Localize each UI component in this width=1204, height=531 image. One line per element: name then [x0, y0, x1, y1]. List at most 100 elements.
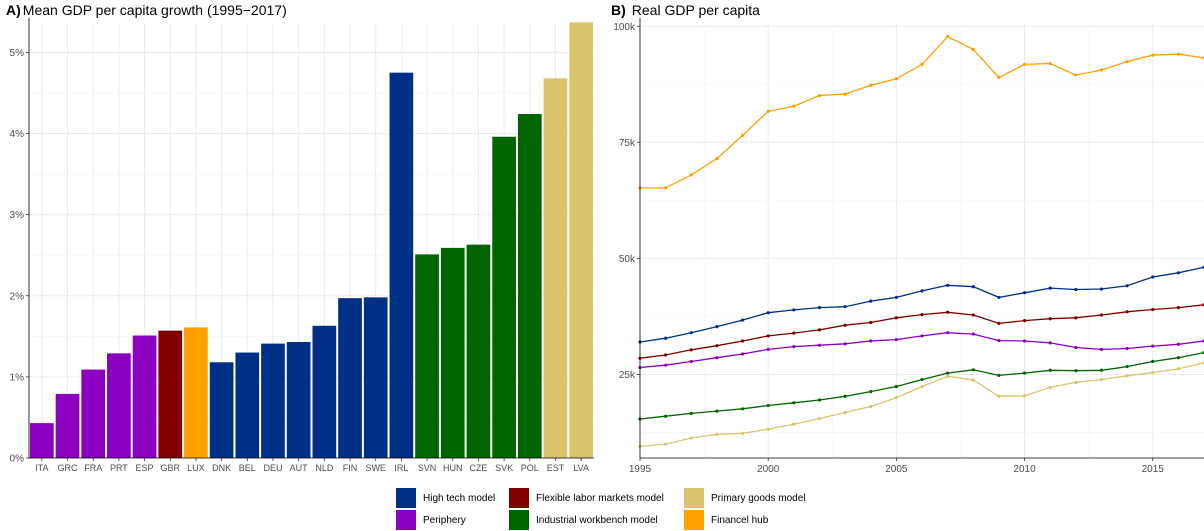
- series-point-high-tech-model: [1176, 271, 1180, 275]
- series-point-high-tech-model: [920, 289, 924, 293]
- series-point-high-tech-model: [1048, 286, 1052, 290]
- bar-aut: [286, 341, 311, 458]
- bar-fra: [81, 369, 106, 458]
- series-point-high-tech-model: [664, 336, 668, 340]
- bar-grc: [55, 393, 80, 458]
- series-point-periphery: [766, 347, 770, 351]
- series-point-financel-hub: [1151, 53, 1155, 57]
- series-point-primary-goods-model: [817, 416, 822, 421]
- bar-fin: [338, 298, 362, 458]
- x-tick-label-hun: HUN: [443, 463, 463, 473]
- series-point-industrial-workbench-model: [894, 384, 898, 389]
- series-point-financel-hub: [869, 83, 873, 87]
- bar-chart-y-ticks: 0% 1% 2% 3% 4% 5%: [10, 48, 29, 465]
- series-point-primary-goods-model: [1099, 377, 1104, 382]
- legend-label-financial-hub: Financel hub: [711, 514, 769, 526]
- series-point-high-tech-model: [1074, 287, 1078, 292]
- series-point-flexible-labor-markets-model: [971, 313, 975, 317]
- bar-chart-bars: [30, 22, 593, 459]
- series-line-high-tech-model: [639, 266, 1204, 343]
- x-tick-label: 2015: [1142, 464, 1165, 475]
- series-point-flexible-labor-markets-model: [843, 323, 847, 327]
- series-point-flexible-labor-markets-model: [920, 312, 924, 317]
- x-tick-label-aut: AUT: [290, 463, 309, 473]
- x-tick-label-irl: IRL: [394, 463, 408, 473]
- x-tick-label-bel: BEL: [239, 463, 256, 473]
- x-tick-label-ita: ITA: [35, 463, 48, 473]
- series-point-financel-hub: [740, 133, 745, 138]
- series-point-periphery: [715, 356, 719, 360]
- x-tick-label-esp: ESP: [136, 463, 154, 473]
- panel-a-title: A) Mean GDP per capita growth (1995−2017): [6, 2, 287, 18]
- series-point-primary-goods-model: [946, 374, 950, 378]
- series-point-primary-goods-model: [1048, 385, 1052, 390]
- series-point-periphery: [997, 338, 1001, 343]
- x-tick-label-nld: NLD: [315, 463, 334, 473]
- series-point-flexible-labor-markets-model: [946, 310, 950, 314]
- x-tick-label-gbr: GBR: [160, 463, 180, 473]
- series-point-periphery: [689, 359, 693, 364]
- series-point-financel-hub: [817, 93, 822, 98]
- series-point-high-tech-model: [792, 308, 796, 312]
- series-point-flexible-labor-markets-model: [1022, 319, 1027, 323]
- bar-pol: [517, 114, 542, 458]
- series-point-flexible-labor-markets-model: [740, 339, 745, 343]
- series-point-high-tech-model: [1125, 284, 1129, 288]
- bar-ita: [30, 423, 54, 458]
- legend-label-primary-goods: Primary goods model: [711, 492, 806, 504]
- series-point-primary-goods-model: [920, 384, 924, 389]
- x-tick-label-svk: SVK: [495, 463, 513, 473]
- series-point-high-tech-model: [1022, 291, 1027, 295]
- series-point-flexible-labor-markets-model: [817, 328, 822, 332]
- series-point-primary-goods-model: [997, 394, 1001, 398]
- y-tick-label: 1%: [10, 372, 25, 383]
- series-point-high-tech-model: [971, 285, 975, 289]
- x-tick-label-svn: SVN: [418, 463, 437, 473]
- series-point-primary-goods-model: [1022, 394, 1027, 398]
- series-point-financel-hub: [843, 92, 847, 96]
- series-point-primary-goods-model: [689, 436, 693, 440]
- x-tick-label: 2005: [885, 464, 908, 475]
- series-point-periphery: [843, 342, 847, 346]
- series-point-industrial-workbench-model: [689, 411, 693, 416]
- x-tick-label-swe: SWE: [365, 463, 386, 473]
- series-point-financel-hub: [946, 34, 950, 39]
- series-point-primary-goods-model: [869, 404, 873, 409]
- series-point-high-tech-model: [766, 311, 770, 315]
- series-point-industrial-workbench-model: [1099, 368, 1104, 372]
- series-point-primary-goods-model: [766, 427, 770, 431]
- series-point-high-tech-model: [894, 295, 898, 299]
- series-point-high-tech-model: [689, 331, 693, 335]
- y-tick-label: 25k: [619, 370, 636, 381]
- legend-item-industrial-workbench: Industrial workbench model: [509, 510, 658, 530]
- x-tick-label-dnk: DNK: [212, 463, 231, 473]
- series-point-industrial-workbench-model: [664, 414, 668, 418]
- series-point-financel-hub: [664, 186, 668, 190]
- series-point-primary-goods-model: [843, 410, 847, 415]
- series-point-flexible-labor-markets-model: [1151, 307, 1155, 312]
- series-point-financel-hub: [894, 77, 898, 81]
- legend-swatch-industrial-workbench: [509, 510, 529, 530]
- series-point-primary-goods-model: [664, 442, 668, 446]
- series-point-high-tech-model: [997, 295, 1001, 299]
- series-point-flexible-labor-markets-model: [894, 316, 898, 320]
- series-point-periphery: [1151, 344, 1155, 348]
- series-point-financel-hub: [1125, 59, 1129, 64]
- y-tick-label: 3%: [10, 210, 25, 221]
- series-point-flexible-labor-markets-model: [869, 320, 873, 325]
- series-point-primary-goods-model: [792, 422, 796, 426]
- series-point-periphery: [792, 344, 796, 349]
- bar-irl: [389, 72, 414, 458]
- bar-est: [543, 78, 568, 458]
- bar-chart-axes: [28, 18, 594, 459]
- y-tick-label: 100k: [613, 22, 636, 33]
- series-point-industrial-workbench-model: [843, 394, 847, 398]
- bar-deu: [261, 343, 285, 458]
- line-chart-panel: 25k 50k 75k 100k 1995 2000 2005 2010 2015: [613, 18, 1204, 475]
- series-point-industrial-workbench-model: [869, 390, 873, 394]
- series-point-high-tech-model: [1151, 275, 1155, 279]
- series-point-industrial-workbench-model: [997, 373, 1001, 377]
- series-point-industrial-workbench-model: [1125, 364, 1129, 369]
- series-point-financel-hub: [1048, 61, 1052, 66]
